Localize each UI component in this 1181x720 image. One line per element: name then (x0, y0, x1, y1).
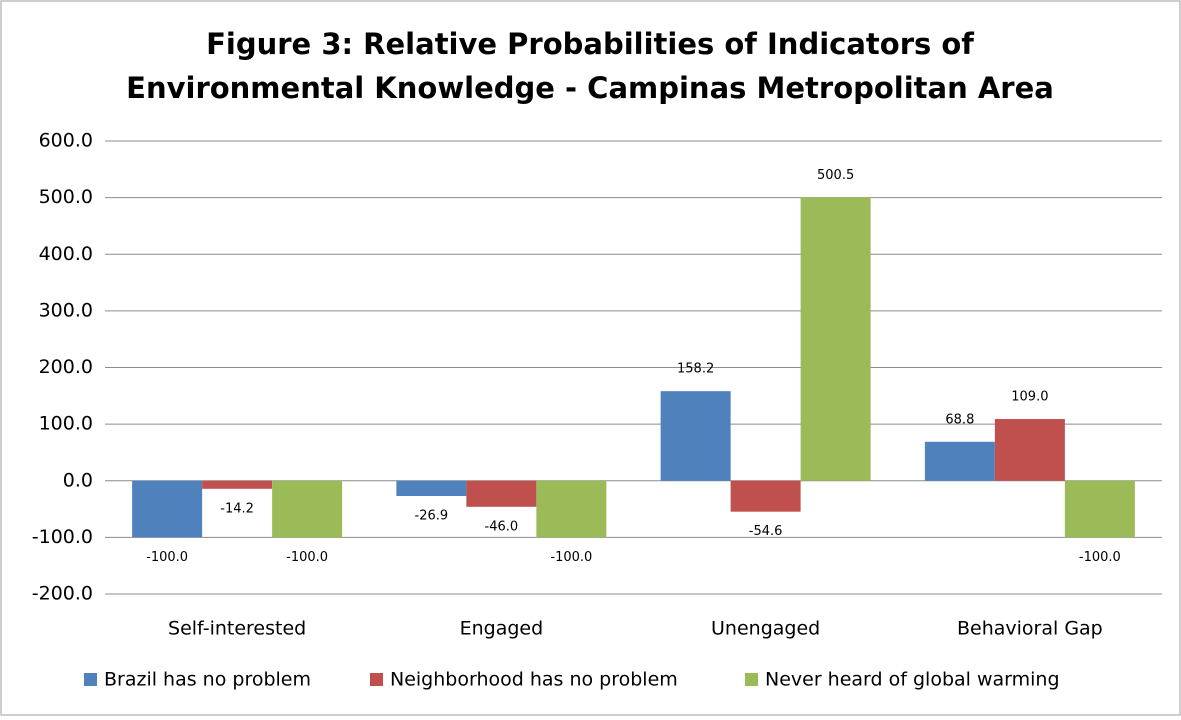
bar (536, 480, 607, 538)
data-label: 500.5 (817, 168, 854, 183)
data-label: -46.0 (485, 519, 519, 534)
data-label: -54.6 (749, 524, 783, 539)
y-tick-label: -200.0 (32, 583, 93, 605)
bar (396, 480, 467, 496)
data-label: -100.0 (146, 550, 188, 565)
bar (800, 197, 871, 481)
y-tick-label: 300.0 (39, 299, 93, 321)
legend-label: Neighborhood has no problem (390, 669, 678, 691)
legend-label: Brazil has no problem (104, 669, 311, 691)
data-label: 68.8 (945, 412, 974, 427)
legend-label: Never heard of global warming (765, 669, 1060, 691)
legend-swatch (84, 673, 97, 686)
bar (1064, 480, 1135, 538)
bar (272, 480, 343, 538)
data-label: 158.2 (677, 362, 714, 377)
y-tick-label: 200.0 (39, 356, 93, 378)
x-tick-label: Unengaged (711, 618, 820, 640)
bar (466, 480, 537, 507)
x-tick-label: Engaged (460, 618, 544, 640)
x-tick-label: Self-interested (168, 618, 306, 640)
y-tick-label: 500.0 (39, 186, 93, 208)
data-label: -100.0 (1079, 550, 1121, 565)
bar (924, 441, 995, 481)
bar (132, 480, 203, 538)
y-tick-label: 0.0 (63, 469, 93, 491)
data-label: -26.9 (415, 508, 449, 523)
y-tick-label: 400.0 (39, 243, 93, 265)
data-label: -100.0 (550, 550, 592, 565)
bar (994, 419, 1065, 481)
data-label: 109.0 (1011, 390, 1048, 405)
data-label: -100.0 (286, 550, 328, 565)
legend-swatch (745, 673, 758, 686)
chart-title: Environmental Knowledge - Campinas Metro… (126, 71, 1054, 105)
data-label: -14.2 (220, 501, 254, 516)
bar (730, 480, 801, 512)
y-tick-label: 100.0 (39, 413, 93, 435)
bar (660, 391, 731, 481)
x-tick-label: Behavioral Gap (957, 618, 1103, 640)
legend-swatch (370, 673, 383, 686)
chart-title: Figure 3: Relative Probabilities of Indi… (206, 27, 974, 61)
y-tick-label: -100.0 (32, 526, 93, 548)
y-tick-label: 600.0 (39, 130, 93, 152)
bar (202, 480, 273, 489)
